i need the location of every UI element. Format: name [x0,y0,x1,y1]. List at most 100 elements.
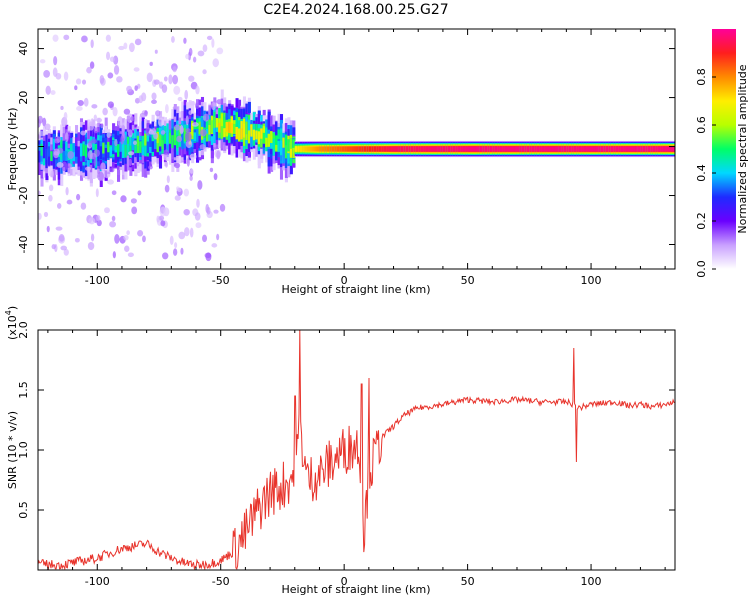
heatmap-cell [489,146,493,152]
heatmap-cell [121,145,126,159]
heatmap-noise [160,220,166,227]
heatmap-cell [662,146,666,152]
heatmap-noise [105,34,111,42]
heatmap-noise [213,173,218,181]
heatmap-noise [128,42,135,53]
heatmap-noise [85,166,92,171]
heatmap-noise [202,44,208,53]
heatmap-cell [368,146,372,152]
heatmap-cell [457,146,461,152]
heatmap-noise [159,206,167,217]
spectrogram-x-tick-label: 100 [581,274,602,287]
heatmap-cell [272,138,276,151]
heatmap-cell [144,133,148,146]
heatmap-cell [652,146,656,152]
heatmap-cell [72,148,76,162]
heatmap-cell [129,136,133,153]
heatmap-cell [47,146,51,157]
heatmap-noise [178,231,186,240]
heatmap-noise [99,74,105,84]
heatmap-cell [237,128,242,141]
heatmap-cell [124,144,128,158]
heatmap-cell [139,141,143,153]
heatmap-noise [184,89,189,100]
heatmap-cell [262,132,266,143]
heatmap-cell [270,131,274,143]
heatmap-cell [260,133,264,148]
heatmap-cell [484,146,488,152]
heatmap-noise [50,170,55,178]
heatmap-cell [509,146,513,152]
spectrogram-x-tick-label: 50 [461,274,475,287]
heatmap-noise [106,131,111,138]
heatmap-cell [242,123,246,137]
heatmap-noise [55,226,63,231]
heatmap-noise [165,104,169,114]
snr-series-line [38,330,675,570]
heatmap-noise [188,110,193,116]
heatmap-cell [423,146,427,152]
heatmap-cell [235,117,239,136]
heatmap-noise [103,169,111,179]
heatmap-cell [603,146,607,152]
heatmap-noise [86,67,92,73]
heatmap-cell [277,140,281,152]
heatmap-cell [477,146,481,152]
spectrogram-x-tick-label: -50 [212,274,230,287]
heatmap-cell [637,146,642,152]
heatmap-cell [173,127,177,141]
spectrogram-y-tick-label: -40 [17,236,30,254]
heatmap-cell [250,129,254,147]
heatmap-noise [51,244,56,250]
heatmap-noise [130,198,137,204]
spectrogram-panel: -100 -50 0 50 100 -40 -20 0 20 40 Height of strai… [6,28,676,296]
heatmap-cell [309,146,313,152]
heatmap-cell [213,116,217,128]
heatmap-cell [40,143,44,156]
heatmap-cell [178,128,182,140]
heatmap-cell [223,116,227,129]
heatmap-noise [107,101,114,109]
heatmap-noise [128,151,135,156]
heatmap-cell [472,146,476,152]
heatmap-cell [109,147,113,157]
heatmap-cell [445,146,449,152]
heatmap-cell [405,146,409,152]
heatmap-cell [400,146,405,152]
heatmap-noise [52,67,58,77]
heatmap-noise [56,136,61,143]
heatmap-cell [566,146,570,152]
heatmap-noise [88,217,96,225]
heatmap-cell [465,146,469,152]
heatmap-cell [289,137,293,149]
heatmap-noise [189,175,193,181]
heatmap-noise [38,130,45,137]
heatmap-cell [531,146,535,152]
heatmap-cell [284,134,288,154]
heatmap-cell [610,146,614,152]
heatmap-cell [576,146,580,152]
heatmap-noise [177,96,183,102]
heatmap-noise [107,72,114,79]
heatmap-cell [72,143,76,153]
heatmap-cell [487,146,491,152]
heatmap-cell [499,146,503,152]
heatmap-noise [179,125,184,135]
heatmap-noise [123,108,131,115]
heatmap-cell [62,150,66,161]
spectrogram-x-tick-label: -100 [85,274,110,287]
heatmap-cell [462,146,466,152]
colorbar-tick-label: 0.6 [695,116,708,134]
heatmap-noise [60,245,68,251]
heatmap-cell [581,146,585,152]
heatmap-noise [216,47,224,55]
heatmap-cell [356,146,360,152]
heatmap-noise [199,144,206,150]
heatmap-cell [82,144,86,156]
heatmap-cell [415,146,419,152]
snr-panel: -100 -50 0 50 100 0.5 1.0 1.5 2.0 Height of stra… [4,306,676,596]
heatmap-cell [265,128,269,138]
heatmap-noise [63,112,68,121]
heatmap-cell [492,146,496,152]
heatmap-cell [191,122,195,136]
